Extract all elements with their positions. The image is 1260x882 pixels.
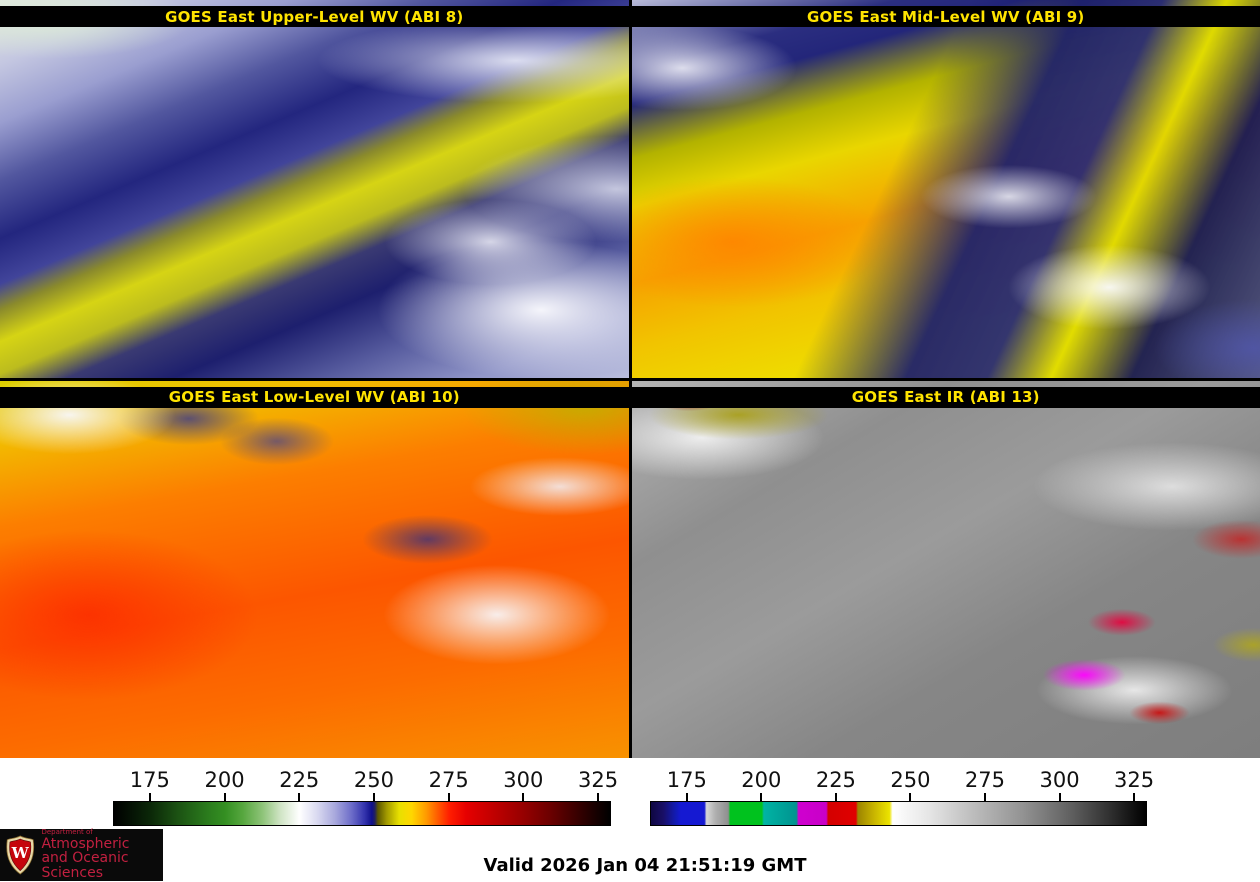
panel-title-bar: GOES East Mid-Level WV (ABI 9) [631, 6, 1260, 27]
colorbar-tick [834, 793, 837, 801]
wv-colorbar-group: 175 200 225 250 275 300 325 [113, 758, 618, 829]
ir-colorbar-group: 175 200 225 250 275 300 325 [650, 758, 1154, 829]
ir-colorbar [650, 801, 1147, 826]
colorbar-tick [148, 793, 151, 801]
colorbar-tick [522, 793, 525, 801]
map-overlay [631, 380, 1211, 758]
logo-dept-line: Department of [41, 828, 93, 837]
panel-upper-level-wv: GOES East Upper-Level WV (ABI 8) [0, 0, 629, 378]
wv-colorbar [113, 801, 611, 826]
panel-low-level-wv: GOES East Low-Level WV (ABI 10) [0, 380, 629, 758]
colorbar-tick [597, 793, 600, 801]
colorbar-tick-label: 250 [890, 768, 931, 792]
colorbar-tick [760, 793, 763, 801]
panel-mid-level-wv: GOES East Mid-Level WV (ABI 9) [631, 0, 1260, 378]
colorbar-tick-label: 275 [428, 768, 469, 792]
colorbar-tick-label: 175 [129, 768, 170, 792]
colorbar-tick-label: 325 [1114, 768, 1155, 792]
logo-text: Department of Atmospheric and Oceanic Sc… [41, 828, 158, 882]
panel-title-bar: GOES East Upper-Level WV (ABI 8) [0, 6, 629, 27]
colorbar-tick-label: 250 [353, 768, 394, 792]
colorbar-tick-label: 225 [815, 768, 856, 792]
satellite-image-abi8 [0, 0, 629, 378]
colorbar-tick [983, 793, 986, 801]
colorbar-tick [1058, 793, 1061, 801]
colorbar-tick-label: 300 [1039, 768, 1080, 792]
colorbar-tick [298, 793, 301, 801]
colorbar-tick-label: 300 [503, 768, 544, 792]
colorbar-tick-label: 175 [666, 768, 707, 792]
legend-area: 175 200 225 250 275 300 325 175 200 225 … [0, 758, 1260, 829]
colorbar-tick-label: 200 [204, 768, 245, 792]
valid-time-label: Valid 2026 Jan 04 21:51:19 GMT [483, 855, 807, 876]
colorbar-tick-label: 200 [741, 768, 782, 792]
map-overlay [0, 380, 579, 758]
panel-ir: GOES East IR (ABI 13) [631, 380, 1260, 758]
colorbar-tick-label: 275 [964, 768, 1006, 792]
logo-line-2: and Oceanic Sciences [41, 850, 129, 882]
satellite-image-abi9 [631, 0, 1260, 378]
panel-title-bar: GOES East IR (ABI 13) [631, 386, 1260, 408]
map-overlay [631, 0, 1211, 378]
colorbar-tick-label: 325 [578, 768, 619, 792]
colorbar-tick [372, 793, 375, 801]
satellite-image-abi13 [631, 380, 1260, 758]
satellite-quad-grid: GOES East Upper-Level WV (ABI 8) GOES Ea… [0, 0, 1260, 758]
colorbar-tick-label: 225 [279, 768, 320, 792]
panel-title: GOES East Upper-Level WV (ABI 8) [165, 7, 464, 26]
logo-line-1: Atmospheric [41, 835, 130, 852]
colorbar-tick [447, 793, 450, 801]
uw-aos-logo: W Department of Atmospheric and Oceanic … [0, 828, 163, 882]
panel-title: GOES East Low-Level WV (ABI 10) [168, 388, 460, 406]
panel-title: GOES East IR (ABI 13) [851, 388, 1040, 406]
crest-monogram: W [11, 844, 30, 862]
colorbar-tick [223, 793, 226, 801]
uw-crest-icon: W [6, 835, 35, 875]
panel-title-bar: GOES East Low-Level WV (ABI 10) [0, 386, 629, 408]
colorbar-tick [685, 793, 688, 801]
map-overlay [0, 0, 579, 378]
satellite-image-abi10 [0, 380, 629, 758]
colorbar-tick [909, 793, 912, 801]
colorbar-tick [1133, 793, 1136, 801]
panel-title: GOES East Mid-Level WV (ABI 9) [807, 7, 1085, 26]
